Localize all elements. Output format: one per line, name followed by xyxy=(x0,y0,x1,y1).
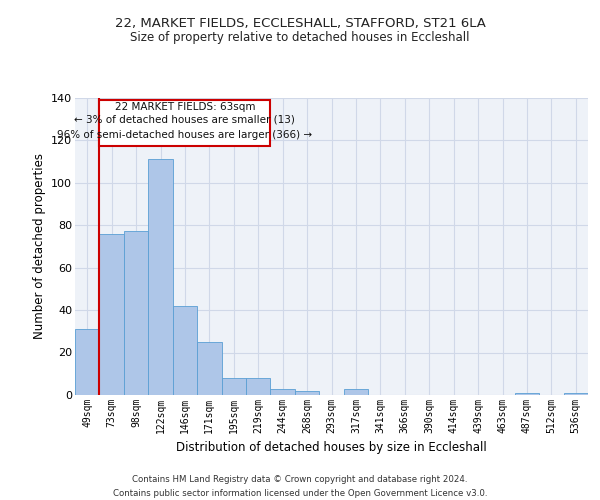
Text: Contains HM Land Registry data © Crown copyright and database right 2024.
Contai: Contains HM Land Registry data © Crown c… xyxy=(113,476,487,498)
Text: 96% of semi-detached houses are larger (366) →: 96% of semi-detached houses are larger (… xyxy=(58,130,313,140)
Text: 22 MARKET FIELDS: 63sqm: 22 MARKET FIELDS: 63sqm xyxy=(115,102,255,112)
Bar xyxy=(100,234,124,395)
Bar xyxy=(344,388,368,395)
Text: 22, MARKET FIELDS, ECCLESHALL, STAFFORD, ST21 6LA: 22, MARKET FIELDS, ECCLESHALL, STAFFORD,… xyxy=(115,18,485,30)
Bar xyxy=(197,342,221,395)
Bar xyxy=(173,306,197,395)
Text: Size of property relative to detached houses in Eccleshall: Size of property relative to detached ho… xyxy=(130,31,470,44)
Bar xyxy=(246,378,271,395)
Bar xyxy=(75,329,100,395)
Bar xyxy=(563,393,588,395)
Bar xyxy=(295,391,319,395)
Bar xyxy=(221,378,246,395)
Text: ← 3% of detached houses are smaller (13): ← 3% of detached houses are smaller (13) xyxy=(74,115,295,125)
Bar xyxy=(271,388,295,395)
Bar xyxy=(124,232,148,395)
Bar xyxy=(515,393,539,395)
Bar xyxy=(148,159,173,395)
X-axis label: Distribution of detached houses by size in Eccleshall: Distribution of detached houses by size … xyxy=(176,442,487,454)
Y-axis label: Number of detached properties: Number of detached properties xyxy=(32,153,46,340)
Bar xyxy=(100,100,271,146)
